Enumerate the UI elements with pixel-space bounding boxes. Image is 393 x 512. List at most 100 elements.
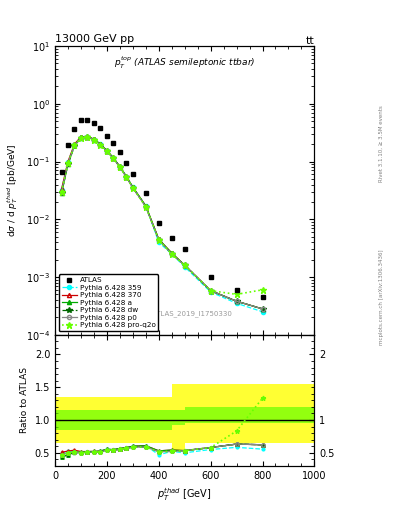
Pythia 6.428 dw bbox=[79, 135, 83, 141]
Text: $p_T^{top}$ (ATLAS semileptonic ttbar): $p_T^{top}$ (ATLAS semileptonic ttbar) bbox=[114, 55, 255, 71]
Pythia 6.428 pro-q2o bbox=[143, 204, 148, 210]
Pythia 6.428 370 bbox=[72, 141, 77, 147]
ATLAS bbox=[98, 125, 103, 131]
Pythia 6.428 p0 bbox=[182, 262, 187, 268]
ATLAS bbox=[111, 140, 116, 146]
Pythia 6.428 a bbox=[260, 306, 265, 312]
Pythia 6.428 370 bbox=[182, 262, 187, 268]
Pythia 6.428 pro-q2o bbox=[182, 262, 187, 268]
Pythia 6.428 dw bbox=[182, 262, 187, 268]
Pythia 6.428 a bbox=[105, 147, 109, 154]
Pythia 6.428 370 bbox=[169, 250, 174, 256]
Pythia 6.428 370 bbox=[92, 136, 96, 142]
Pythia 6.428 359 bbox=[234, 300, 239, 306]
ATLAS bbox=[143, 190, 148, 197]
ATLAS bbox=[124, 160, 129, 166]
Pythia 6.428 359 bbox=[130, 184, 135, 190]
Text: Rivet 3.1.10, ≥ 3.5M events: Rivet 3.1.10, ≥ 3.5M events bbox=[379, 105, 384, 182]
Pythia 6.428 p0 bbox=[111, 156, 116, 162]
Pythia 6.428 a bbox=[124, 174, 129, 180]
Pythia 6.428 dw bbox=[156, 237, 161, 243]
Line: Pythia 6.428 a: Pythia 6.428 a bbox=[59, 135, 264, 311]
Pythia 6.428 370 bbox=[85, 134, 90, 140]
Pythia 6.428 dw bbox=[118, 164, 122, 170]
Pythia 6.428 a bbox=[234, 298, 239, 304]
Pythia 6.428 370 bbox=[208, 288, 213, 294]
Pythia 6.428 dw bbox=[234, 298, 239, 304]
Pythia 6.428 dw bbox=[105, 148, 109, 154]
Pythia 6.428 359 bbox=[208, 289, 213, 295]
Pythia 6.428 pro-q2o bbox=[260, 287, 265, 293]
Line: Pythia 6.428 370: Pythia 6.428 370 bbox=[59, 135, 264, 311]
Pythia 6.428 pro-q2o bbox=[72, 142, 77, 148]
Pythia 6.428 370 bbox=[79, 134, 83, 140]
Pythia 6.428 359 bbox=[118, 163, 122, 169]
Pythia 6.428 p0 bbox=[260, 306, 265, 312]
Pythia 6.428 pro-q2o bbox=[156, 237, 161, 243]
Line: ATLAS: ATLAS bbox=[59, 118, 265, 300]
ATLAS bbox=[92, 120, 96, 126]
ATLAS bbox=[66, 142, 70, 148]
Pythia 6.428 370 bbox=[59, 186, 64, 193]
Text: ATLAS_2019_I1750330: ATLAS_2019_I1750330 bbox=[152, 311, 232, 317]
Pythia 6.428 a bbox=[169, 250, 174, 256]
Y-axis label: Ratio to ATLAS: Ratio to ATLAS bbox=[20, 367, 29, 433]
Pythia 6.428 359 bbox=[66, 159, 70, 165]
Pythia 6.428 370 bbox=[111, 155, 116, 161]
Pythia 6.428 p0 bbox=[143, 204, 148, 210]
Pythia 6.428 359 bbox=[85, 134, 90, 140]
ATLAS bbox=[85, 117, 90, 123]
Pythia 6.428 pro-q2o bbox=[118, 164, 122, 170]
Line: Pythia 6.428 pro-q2o: Pythia 6.428 pro-q2o bbox=[59, 134, 266, 297]
Pythia 6.428 370 bbox=[156, 236, 161, 242]
Pythia 6.428 p0 bbox=[169, 251, 174, 257]
Pythia 6.428 a bbox=[143, 203, 148, 209]
Pythia 6.428 p0 bbox=[156, 237, 161, 243]
Pythia 6.428 p0 bbox=[92, 137, 96, 143]
Pythia 6.428 p0 bbox=[234, 298, 239, 304]
Pythia 6.428 dw bbox=[169, 251, 174, 257]
Pythia 6.428 dw bbox=[124, 174, 129, 180]
ATLAS bbox=[130, 172, 135, 178]
Line: Pythia 6.428 p0: Pythia 6.428 p0 bbox=[59, 135, 264, 311]
Pythia 6.428 a bbox=[72, 142, 77, 148]
Pythia 6.428 a bbox=[156, 236, 161, 242]
Pythia 6.428 a bbox=[118, 163, 122, 169]
Pythia 6.428 370 bbox=[124, 174, 129, 180]
Pythia 6.428 p0 bbox=[98, 142, 103, 148]
ATLAS bbox=[182, 246, 187, 252]
Text: tt: tt bbox=[306, 36, 314, 46]
Pythia 6.428 p0 bbox=[130, 185, 135, 191]
Pythia 6.428 370 bbox=[105, 147, 109, 154]
Pythia 6.428 dw bbox=[85, 134, 90, 140]
Pythia 6.428 359 bbox=[92, 137, 96, 143]
Pythia 6.428 370 bbox=[143, 203, 148, 209]
Legend: ATLAS, Pythia 6.428 359, Pythia 6.428 370, Pythia 6.428 a, Pythia 6.428 dw, Pyth: ATLAS, Pythia 6.428 359, Pythia 6.428 37… bbox=[59, 274, 158, 331]
ATLAS bbox=[72, 125, 77, 132]
Pythia 6.428 370 bbox=[66, 159, 70, 165]
Pythia 6.428 370 bbox=[118, 163, 122, 169]
Pythia 6.428 pro-q2o bbox=[98, 142, 103, 148]
Pythia 6.428 pro-q2o bbox=[124, 174, 129, 180]
Pythia 6.428 a bbox=[59, 190, 64, 197]
Pythia 6.428 p0 bbox=[66, 160, 70, 166]
Pythia 6.428 359 bbox=[59, 187, 64, 193]
Pythia 6.428 359 bbox=[260, 309, 265, 315]
ATLAS bbox=[59, 169, 64, 176]
Pythia 6.428 370 bbox=[260, 306, 265, 312]
Pythia 6.428 pro-q2o bbox=[208, 288, 213, 294]
Pythia 6.428 p0 bbox=[118, 164, 122, 170]
ATLAS bbox=[156, 220, 161, 226]
Pythia 6.428 p0 bbox=[105, 148, 109, 154]
Pythia 6.428 p0 bbox=[72, 142, 77, 148]
Pythia 6.428 p0 bbox=[79, 135, 83, 141]
Pythia 6.428 359 bbox=[169, 251, 174, 257]
ATLAS bbox=[208, 274, 213, 280]
Pythia 6.428 p0 bbox=[85, 134, 90, 140]
Pythia 6.428 359 bbox=[105, 147, 109, 154]
Y-axis label: d$\sigma$ / d $p_T^{thad}$ [pb/GeV]: d$\sigma$ / d $p_T^{thad}$ [pb/GeV] bbox=[6, 143, 20, 237]
Pythia 6.428 a bbox=[98, 141, 103, 147]
Line: Pythia 6.428 dw: Pythia 6.428 dw bbox=[59, 134, 265, 312]
Pythia 6.428 359 bbox=[156, 239, 161, 245]
Pythia 6.428 a bbox=[208, 288, 213, 294]
